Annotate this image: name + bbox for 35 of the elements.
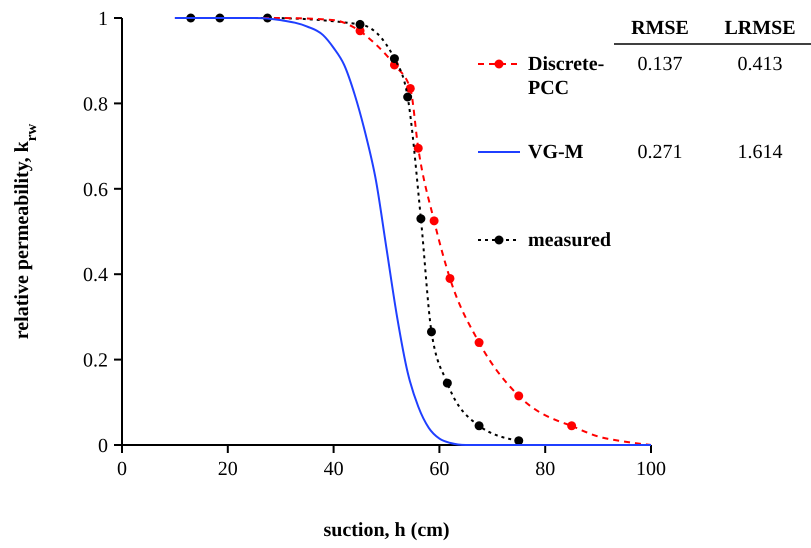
point: [514, 391, 524, 400]
point: [390, 54, 399, 64]
point: [414, 144, 423, 153]
point: [474, 421, 484, 430]
x-axis-title: suction, h (cm): [323, 519, 450, 541]
point: [406, 84, 415, 93]
y-tick-label: 0: [98, 435, 108, 457]
legend-label: Discrete-PCC: [528, 53, 604, 99]
point: [403, 92, 412, 102]
text: 0.413: [738, 53, 782, 75]
x-tick-label: 80: [535, 458, 556, 480]
x-tick-label: 0: [117, 458, 127, 480]
x-tick-label: 20: [218, 458, 238, 480]
point: [416, 214, 426, 224]
x-tick-label: 60: [429, 458, 450, 480]
text: LRMSE: [724, 17, 796, 39]
point: [356, 20, 365, 29]
annotation: RMSE: [631, 17, 689, 39]
annotation: 0.137: [638, 53, 682, 75]
y-tick-label: 0.6: [83, 178, 108, 201]
y-tick-label: 0.8: [83, 93, 108, 116]
point: [430, 216, 439, 226]
y-tick-label: 1: [98, 8, 108, 30]
x-tick-label: 100: [636, 458, 666, 480]
point: [474, 338, 484, 348]
y-tick-label: 0.2: [83, 350, 108, 372]
point: [426, 327, 436, 336]
point: [445, 274, 454, 283]
legend-label: measured: [528, 229, 611, 251]
legend-label: VG-M: [528, 141, 584, 163]
text: 1.614: [738, 141, 782, 163]
x-tick-label: 40: [324, 458, 344, 480]
annotation: 0.271: [638, 141, 682, 163]
point: [442, 378, 452, 388]
y-tick-label: 0.4: [83, 264, 108, 286]
